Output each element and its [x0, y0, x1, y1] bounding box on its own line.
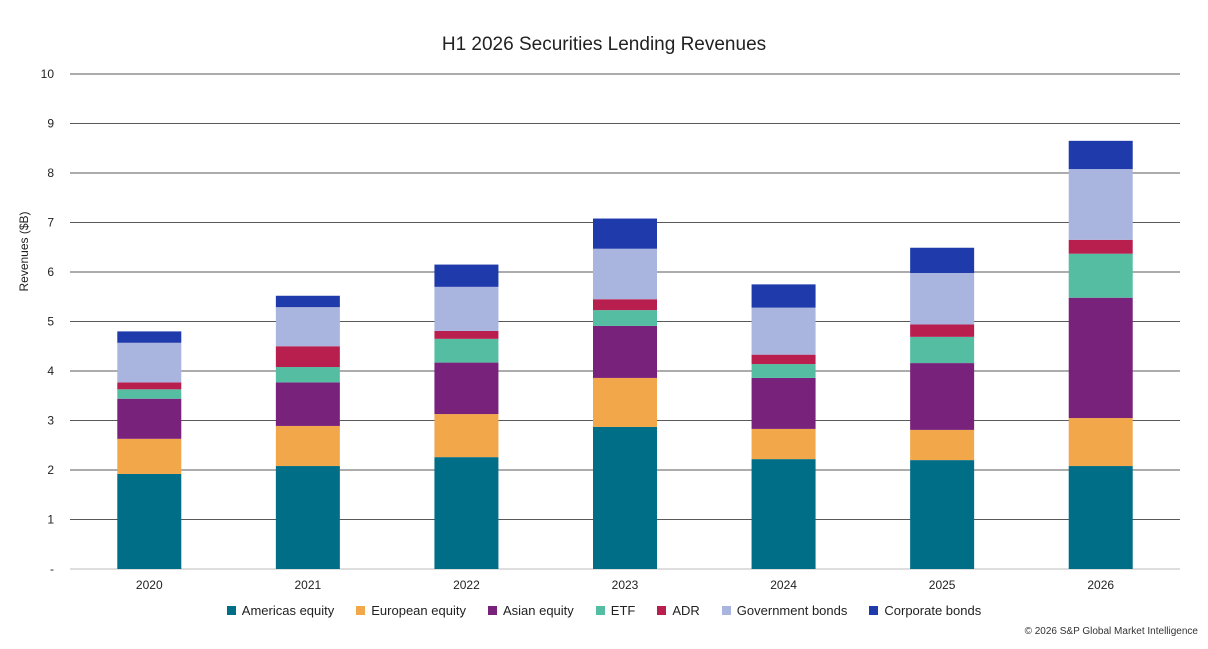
bar-segment-government-bonds	[434, 286, 499, 331]
bar-segment-etf	[434, 338, 499, 363]
bar-segment-corporate-bonds	[593, 218, 657, 249]
bar-segment-corporate-bonds	[275, 295, 340, 308]
x-tick-label: 2022	[453, 578, 480, 592]
bar-segment-americas-equity	[434, 457, 499, 569]
legend-item: ETF	[595, 603, 636, 618]
legend-label: ADR	[672, 603, 700, 618]
y-axis-label: Revenues ($B)	[17, 211, 31, 291]
bar-segment-government-bonds	[1068, 169, 1133, 240]
bar-segment-adr	[434, 330, 499, 339]
bar-segment-americas-equity	[1068, 466, 1133, 569]
legend-item: Americas equity	[226, 603, 335, 618]
bar-segment-corporate-bonds	[117, 331, 182, 343]
bar-segment-asian-equity	[275, 382, 340, 426]
bar-segment-adr	[910, 324, 975, 337]
bar-segment-asian-equity	[593, 325, 657, 378]
bar-segment-etf	[751, 364, 816, 378]
bar-segment-etf	[1068, 253, 1133, 298]
bar-segment-european-equity	[1068, 418, 1133, 467]
bar-segment-asian-equity	[1068, 297, 1133, 419]
bar-segment-european-equity	[751, 428, 816, 460]
bar-segment-government-bonds	[117, 342, 182, 383]
bar-segment-corporate-bonds	[1068, 140, 1133, 170]
y-tick-label: 6	[47, 265, 54, 279]
x-tick-label: 2026	[1087, 578, 1114, 592]
legend-item: Corporate bonds	[869, 603, 981, 618]
legend-swatch	[657, 606, 667, 615]
bar-segment-european-equity	[910, 429, 975, 461]
bar-segment-asian-equity	[910, 363, 975, 430]
y-tick-label: 10	[41, 67, 55, 81]
stacked-bar-chart: - 1 2 3 4 5 6 7 8 9 10 Revenues ($B) 2020 2021 2022 202…	[17, 67, 1180, 592]
bar-segment-americas-equity	[117, 473, 182, 569]
bar-segment-government-bonds	[593, 248, 657, 300]
bar-segment-european-equity	[434, 414, 499, 458]
y-tick-label: 2	[47, 463, 54, 477]
bar-segment-government-bonds	[275, 307, 340, 347]
bar-segment-etf	[275, 367, 340, 383]
bar-segment-adr	[275, 346, 340, 368]
y-tick-label: 9	[47, 117, 54, 131]
chart-title: H1 2026 Securities Lending Revenues	[441, 34, 767, 55]
x-tick-label: 2020	[136, 578, 163, 592]
y-tick-label: 8	[47, 166, 54, 180]
x-tick-label: 2025	[929, 578, 956, 592]
x-tick-label: 2024	[770, 578, 797, 592]
y-tick-label: 1	[47, 513, 54, 527]
bar-segment-adr	[593, 299, 657, 311]
y-tick-label: 4	[47, 364, 54, 378]
legend-label: Asian equity	[502, 603, 574, 618]
legend-label: ETF	[610, 603, 636, 618]
legend-swatch	[226, 606, 236, 615]
legend-label: Americas equity	[241, 603, 335, 618]
legend-label: European equity	[371, 603, 466, 618]
legend-item: Asian equity	[487, 603, 574, 618]
bar-segment-european-equity	[593, 377, 657, 427]
bar-segment-european-equity	[117, 438, 182, 474]
bar-segment-european-equity	[275, 425, 340, 467]
bar-segment-americas-equity	[593, 426, 657, 569]
bar-segment-americas-equity	[751, 459, 816, 569]
copyright-notice: © 2026 S&P Global Market Intelligence	[1024, 626, 1198, 637]
bar-segment-corporate-bonds	[751, 284, 816, 308]
legend-item: ADR	[657, 603, 700, 618]
bar-segment-corporate-bonds	[434, 264, 499, 287]
legend-label: Government bonds	[736, 603, 848, 618]
chart-legend: Americas equity European equity Asian equi…	[0, 603, 1208, 618]
bar-segment-asian-equity	[434, 362, 499, 415]
y-tick-label: 7	[47, 216, 54, 230]
legend-item: European equity	[356, 603, 466, 618]
bar-segment-asian-equity	[117, 398, 182, 439]
bar-segment-corporate-bonds	[910, 247, 975, 273]
bar-segment-americas-equity	[275, 466, 340, 569]
legend-swatch	[721, 606, 731, 615]
legend-swatch	[869, 606, 879, 615]
bar-segment-government-bonds	[910, 272, 975, 325]
bar-segment-americas-equity	[910, 460, 975, 569]
bar-segment-adr	[1068, 239, 1133, 254]
y-tick-label: 3	[47, 414, 54, 428]
bar-segment-etf	[117, 389, 182, 399]
bar-segment-government-bonds	[751, 307, 816, 355]
legend-swatch	[487, 606, 497, 615]
bar-segment-etf	[593, 310, 657, 326]
legend-swatch	[356, 606, 366, 615]
bar-segment-adr	[117, 382, 182, 390]
bar-segment-adr	[751, 354, 816, 365]
x-tick-label: 2021	[295, 578, 322, 592]
x-tick-label: 2023	[612, 578, 639, 592]
legend-swatch	[595, 606, 605, 615]
y-tick-label: -	[50, 562, 54, 576]
y-tick-label: 5	[47, 315, 54, 329]
legend-item: Government bonds	[721, 603, 848, 618]
legend-label: Corporate bonds	[884, 603, 982, 618]
bar-segment-asian-equity	[751, 377, 816, 429]
bar-segment-etf	[910, 336, 975, 364]
